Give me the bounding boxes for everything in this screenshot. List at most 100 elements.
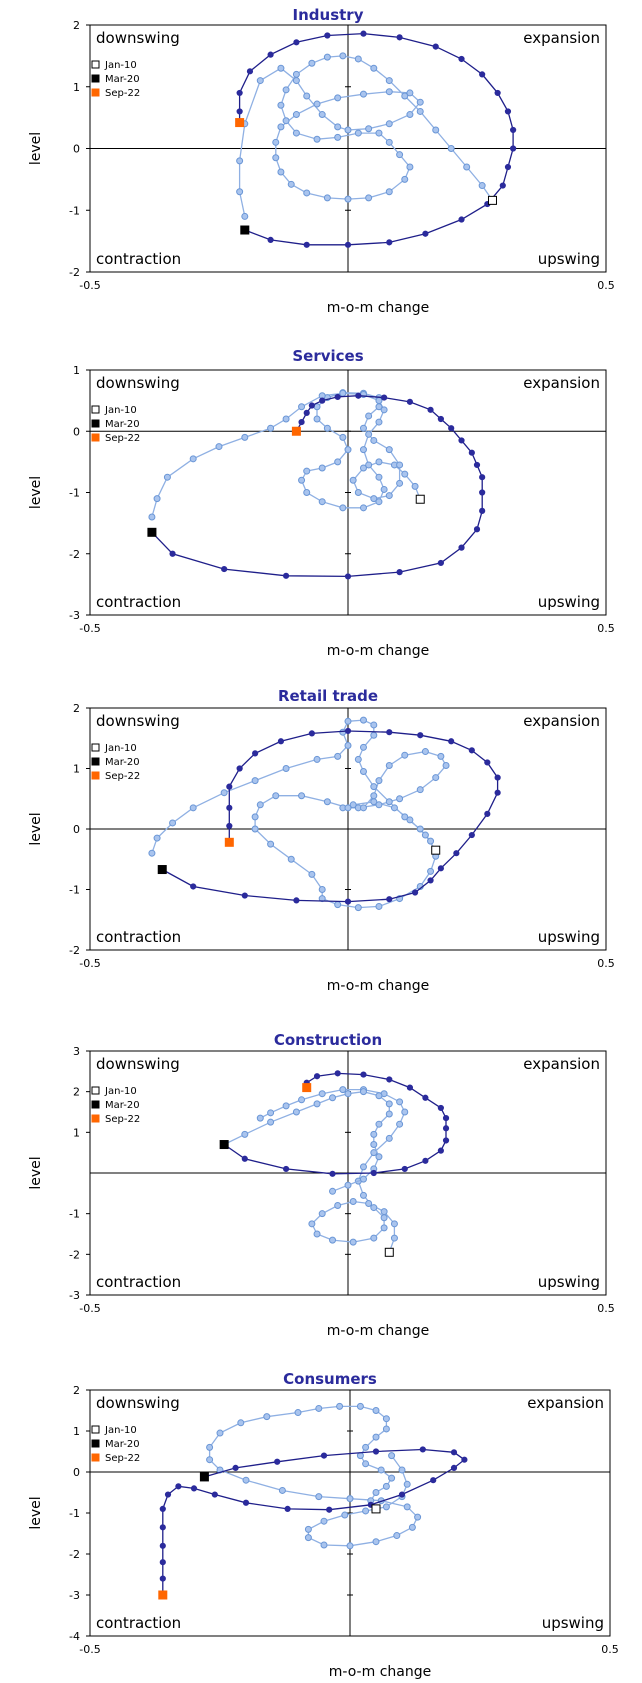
chart-4-y-axis-title: level xyxy=(28,1156,44,1189)
chart-3-recent-series-point xyxy=(344,727,352,735)
chart-3-early-series-point xyxy=(359,716,367,724)
chart-1-early-series-point xyxy=(354,129,362,137)
chart-3-recent-series-point xyxy=(453,850,460,857)
chart-4-quadrant-expansion: expansion xyxy=(523,1055,600,1073)
chart-1-y-tick-label: -1 xyxy=(69,204,80,217)
chart-5-y-tick-label: 1 xyxy=(73,1425,80,1438)
chart-2-early-series-point xyxy=(318,498,326,506)
chart-3-recent-series-point xyxy=(386,729,393,736)
chart-4-legend-label-2: Mar-20 xyxy=(105,1100,140,1111)
chart-5-early-series-point xyxy=(372,1538,380,1546)
chart-5-title: Consumers xyxy=(283,1370,377,1388)
chart-5-early-series-point xyxy=(304,1534,312,1542)
chart-5-legend-swatch-2 xyxy=(91,1439,100,1448)
chart-4-early-series-point xyxy=(365,1200,373,1207)
chart-2-early-series-point xyxy=(323,424,331,432)
chart-4-recent-series-point xyxy=(370,1169,377,1177)
chart-5-recent-series-point xyxy=(284,1505,291,1513)
chart-3-early-series-point xyxy=(220,789,228,797)
chart-3-early-series-point xyxy=(344,804,352,812)
chart-3-recent-series-point xyxy=(293,897,300,904)
chart-1-early-series-point xyxy=(365,194,373,202)
chart-2-quadrant-upswing: upswing xyxy=(538,593,600,611)
chart-3-early-series-point xyxy=(421,831,429,839)
chart-2-x-tick-label-left: -0.5 xyxy=(79,622,100,635)
chart-3-early-series-point xyxy=(308,870,316,878)
chart-5-early-series-point xyxy=(382,1503,390,1511)
chart-4-early-series-point xyxy=(339,1086,347,1094)
chart-2-early-series-point xyxy=(375,498,383,506)
chart-4-recent-series-line xyxy=(223,1072,447,1175)
chart-3-x-tick-label-left: -0.5 xyxy=(79,957,100,970)
chart-5-quadrant-downswing: downswing xyxy=(96,1394,180,1412)
chart-3-legend-swatch-1 xyxy=(91,743,100,752)
chart-3-recent-series-point xyxy=(411,889,419,896)
chart-1-recent-series-point xyxy=(504,108,512,115)
chart-3-quadrant-downswing: downswing xyxy=(96,712,180,730)
chart-4-early-series-point xyxy=(370,1204,378,1212)
chart-5-early-series-point xyxy=(263,1413,271,1421)
chart-3-early-series-point xyxy=(251,777,259,785)
chart-4-early-series-extra-point xyxy=(370,1141,378,1149)
chart-3-early-series-point xyxy=(375,777,383,785)
chart-1-early-series-point xyxy=(365,125,373,133)
chart-4-early-series-extra-point xyxy=(292,1108,300,1116)
chart-1-early-series-point xyxy=(323,194,331,202)
chart-5-y-tick-label: -1 xyxy=(69,1507,80,1520)
chart-1-early-series-point xyxy=(292,129,300,137)
chart-5-early-series-point xyxy=(372,1489,380,1496)
chart-3-recent-series-point xyxy=(484,810,491,817)
chart-1-early-series-point xyxy=(287,180,295,188)
chart-3-recent-series-point xyxy=(252,750,259,757)
chart-3-recent-series-point xyxy=(226,804,233,811)
chart-5-recent-series-point xyxy=(450,1464,458,1472)
chart-2-early-series-point xyxy=(354,489,362,496)
chart-2-early-series-point xyxy=(339,389,347,397)
chart-1-quadrant-contraction: contraction xyxy=(96,250,181,268)
chart-1-recent-series-point xyxy=(479,71,486,78)
chart-5-early-series-point xyxy=(216,1429,224,1437)
chart-4-early-series-point xyxy=(308,1220,316,1228)
chart-5-early-series-point xyxy=(346,1542,354,1550)
chart-2-early-series-point xyxy=(380,485,388,493)
chart-1-early-series-point xyxy=(292,77,300,85)
chart-5-recent-series-line xyxy=(162,1448,466,1595)
chart-2-marker-jan10 xyxy=(415,494,425,504)
chart-1-early-series-point xyxy=(277,168,285,176)
chart-1-early-series-point xyxy=(401,92,409,100)
chart-5-legend-label-1: Jan-10 xyxy=(104,1425,137,1436)
chart-3-early-series-point xyxy=(153,834,161,842)
chart-1-early-series-point xyxy=(463,163,471,171)
chart-3-marker-jan10 xyxy=(431,845,441,855)
chart-2-early-series-point xyxy=(298,476,306,484)
chart-2-recent-series-point xyxy=(458,544,465,551)
chart-5-early-series-point xyxy=(408,1523,416,1531)
chart-3-early-series-point xyxy=(298,792,306,800)
chart-3-y-tick-label: 0 xyxy=(73,823,80,836)
chart-2-early-series-point xyxy=(282,415,290,423)
chart-3-early-series-point xyxy=(416,825,424,833)
chart-4-recent-series-point xyxy=(329,1170,336,1177)
chart-1-recent-series-point xyxy=(458,216,465,223)
chart-1-early-series-point xyxy=(478,182,486,190)
chart-2-y-tick-label: 1 xyxy=(73,364,80,377)
chart-1-early-series-point xyxy=(344,126,352,134)
chart-1-early-series-point xyxy=(385,188,393,196)
chart-5-early-series-point xyxy=(320,1541,328,1549)
chart-2-legend-label-1: Jan-10 xyxy=(104,405,137,416)
chart-1-y-axis-title: level xyxy=(28,132,44,165)
chart-1-recent-series-point xyxy=(236,89,243,97)
chart-1-early-series-point xyxy=(354,55,362,63)
chart-1-early-series-point xyxy=(308,59,316,67)
chart-4-quadrant-contraction: contraction xyxy=(96,1273,181,1291)
chart-4-early-series-extra-point xyxy=(359,1175,367,1183)
chart-5-recent-series-point xyxy=(320,1452,328,1459)
chart-5-recent-series-point xyxy=(159,1524,166,1531)
chart-4-early-series-point xyxy=(370,1234,378,1242)
chart-3-recent-series-point xyxy=(236,765,243,772)
chart-1-y-tick-label: -2 xyxy=(69,266,80,279)
chart-5-early-series-point xyxy=(346,1495,354,1503)
chart-1-early-series-point xyxy=(241,212,249,220)
chart-3-recent-series-point xyxy=(226,783,233,790)
chart-5-y-tick-label: 0 xyxy=(73,1466,80,1479)
